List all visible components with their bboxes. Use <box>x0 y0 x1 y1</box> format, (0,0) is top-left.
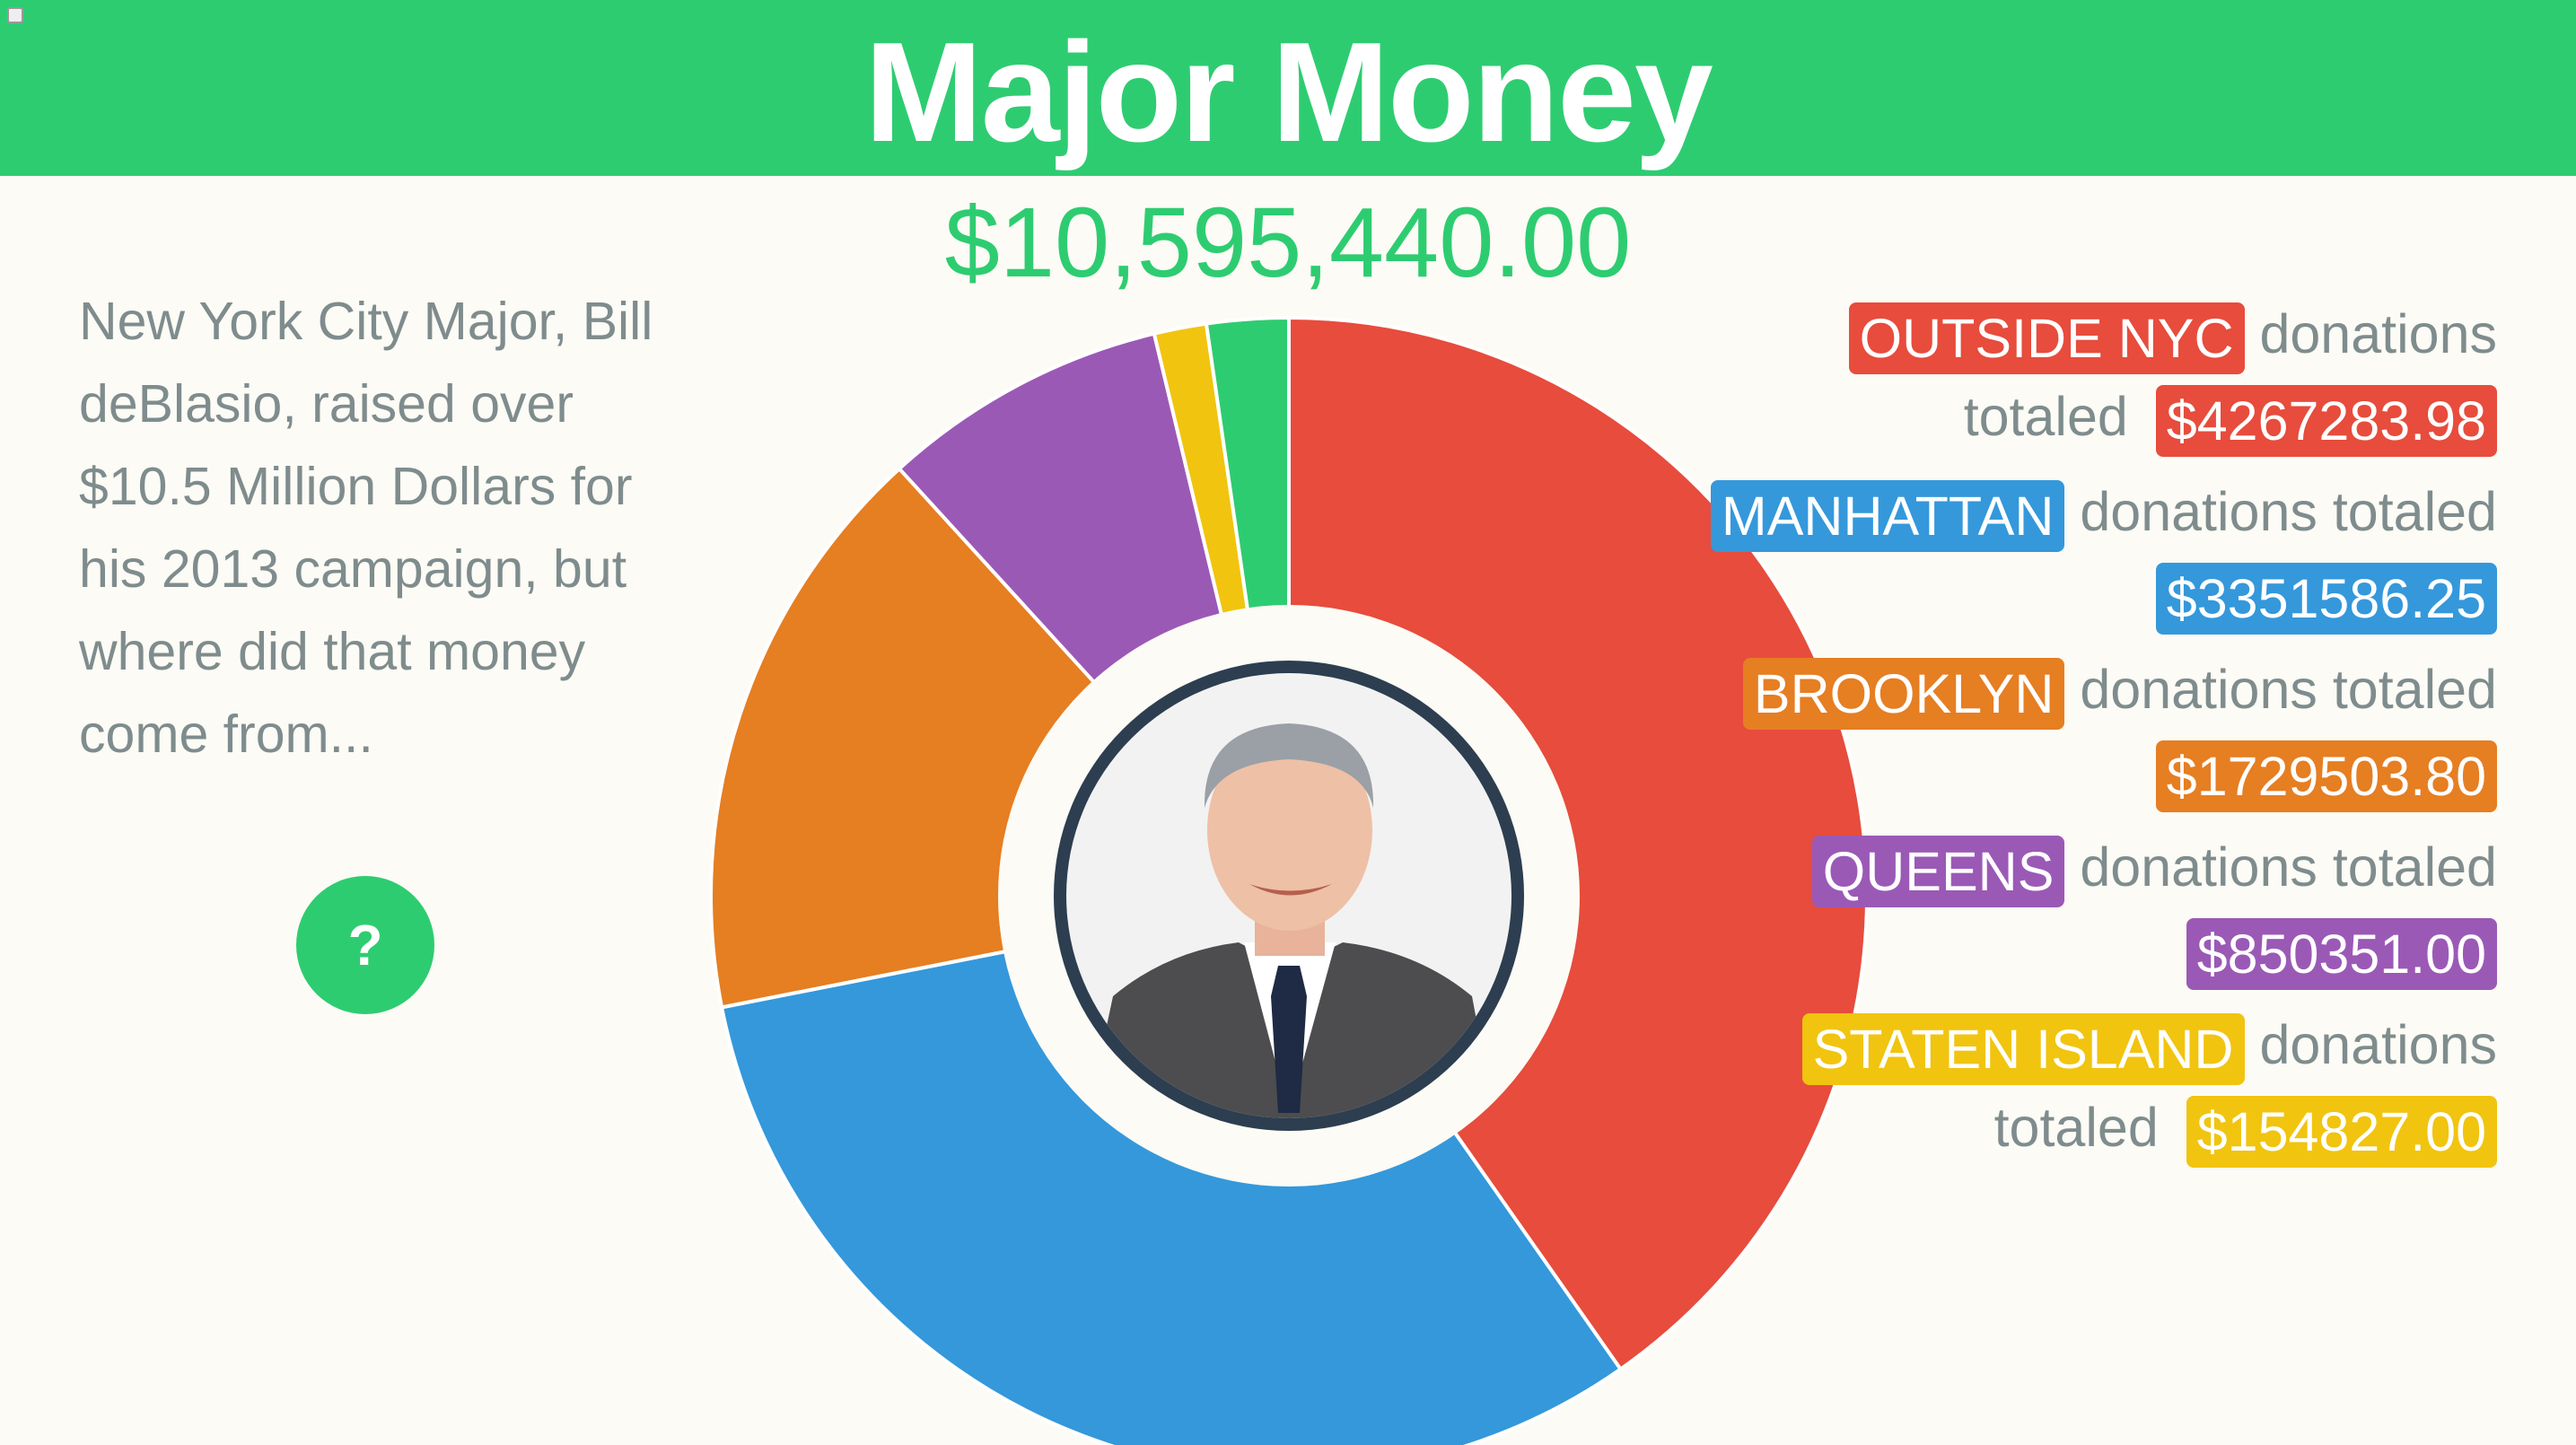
legend-entry-queens: QUEENS donations totaled $850351.00 <box>1689 826 2497 991</box>
legend-entry-outside-nyc: OUTSIDE NYC donations totaled $4267283.9… <box>1689 293 2497 458</box>
legend-entry-staten-island: STATEN ISLAND donations totaled $154827.… <box>1689 1003 2497 1169</box>
legend-entry-manhattan: MANHATTAN donations totaled $3351586.25 <box>1689 470 2497 635</box>
slice-manhattan[interactable] <box>719 893 1624 1445</box>
total-amount: $10,595,440.00 <box>944 188 1632 298</box>
legend-connector: donations totaled <box>1993 1014 2497 1158</box>
help-button[interactable]: ? <box>296 876 434 1014</box>
legend-label-outside-nyc: OUTSIDE NYC <box>1848 302 2245 374</box>
legend-label-queens: QUEENS <box>1811 835 2065 907</box>
legend-label-brooklyn: BROOKLYN <box>1742 657 2065 730</box>
legend-label-staten-island: STATEN ISLAND <box>1801 1012 2245 1085</box>
legend-amount-brooklyn: $1729503.80 <box>2155 740 2497 812</box>
header-bar: Major Money <box>0 0 2576 176</box>
legend-amount-queens: $850351.00 <box>2186 917 2497 990</box>
intro-text: New York City Major, Bill deBlasio, rais… <box>79 292 653 764</box>
page-title: Major Money <box>864 13 1713 171</box>
legend-connector: donations totaled <box>2064 659 2497 720</box>
header-checkbox[interactable] <box>7 7 23 23</box>
legend-connector: donations totaled <box>2064 481 2497 542</box>
legend-connector: donations totaled <box>2064 836 2497 898</box>
legend-amount-outside-nyc: $4267283.98 <box>2155 384 2497 457</box>
legend-amount-staten-island: $154827.00 <box>2186 1095 2497 1168</box>
portrait-photo-icon <box>1054 661 1524 1131</box>
legend-label-manhattan: MANHATTAN <box>1710 479 2065 552</box>
legend-entry-brooklyn: BROOKLYN donations totaled $1729503.80 <box>1689 648 2497 813</box>
legend: OUTSIDE NYC donations totaled $4267283.9… <box>1689 293 2497 1181</box>
legend-amount-manhattan: $3351586.25 <box>2155 562 2497 635</box>
legend-connector: donations totaled <box>1963 303 2497 447</box>
